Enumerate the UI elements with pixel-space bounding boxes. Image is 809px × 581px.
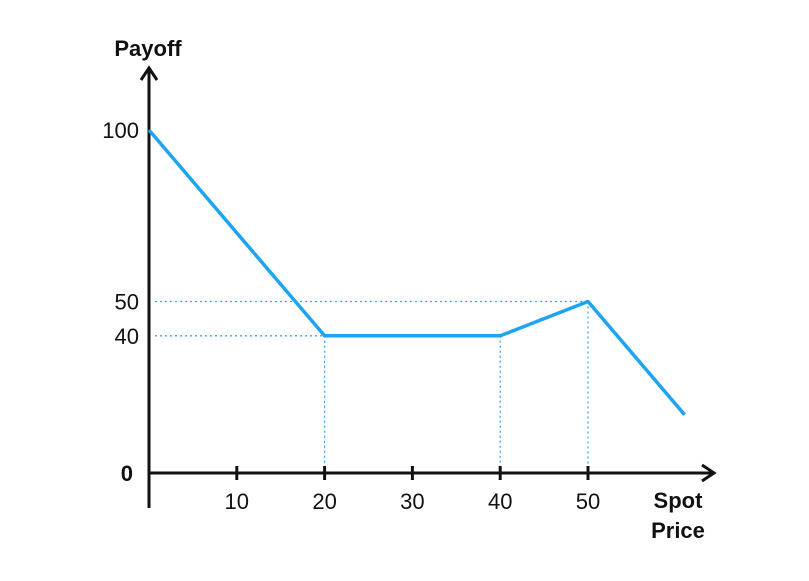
y-axis-arrow-icon xyxy=(139,65,159,81)
tick-marks: 10 20 30 40 50 100 50 40 xyxy=(102,118,600,514)
y-tick-label-2: 40 xyxy=(115,324,139,349)
x-tick-label-4: 50 xyxy=(576,489,600,514)
x-tick-label-0: 10 xyxy=(225,489,249,514)
y-tick-label-1: 50 xyxy=(115,290,139,315)
guide-lines xyxy=(155,300,589,473)
x-axis-arrow-icon xyxy=(701,463,717,483)
labels: Payoff Spot Price 0 xyxy=(114,36,705,543)
x-axis-title-line1: Spot xyxy=(654,488,704,513)
origin-label: 0 xyxy=(121,461,133,486)
x-tick-label-2: 30 xyxy=(400,489,424,514)
y-tick-label-0: 100 xyxy=(102,118,139,143)
y-axis-title: Payoff xyxy=(114,36,182,61)
payoff-series-line-0 xyxy=(147,128,686,416)
x-tick-label-1: 20 xyxy=(312,489,336,514)
x-axis-title-line2: Price xyxy=(651,518,705,543)
axes xyxy=(139,65,717,508)
series xyxy=(147,128,686,416)
x-tick-label-3: 40 xyxy=(488,489,512,514)
